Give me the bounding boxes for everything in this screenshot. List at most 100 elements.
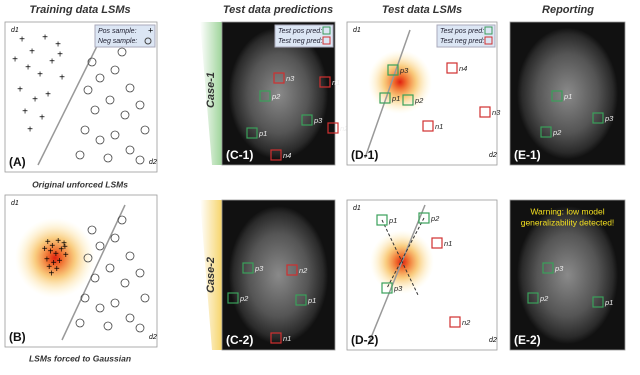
negative-sample — [125, 83, 135, 93]
prediction-box — [551, 90, 563, 102]
warning-text: generalizability detected! — [521, 217, 615, 227]
box-label: n1 — [283, 334, 291, 343]
box-label: n1 — [435, 122, 443, 131]
gaussian-glow — [15, 218, 95, 298]
negative-sample — [103, 321, 113, 331]
panel-label: (E-1) — [514, 148, 541, 162]
case-bar — [200, 200, 222, 350]
box-label: p1 — [307, 296, 316, 305]
box-label: p1 — [563, 92, 572, 101]
positive-sample: + — [48, 268, 54, 279]
axis-label: d2 — [149, 334, 157, 341]
positive-sample: + — [45, 237, 51, 248]
caption: LSMs forced to Gaussian — [29, 353, 131, 363]
prediction-box — [402, 94, 414, 106]
brain-image — [516, 206, 619, 344]
positive-sample: + — [63, 250, 69, 261]
negative-sample — [120, 278, 130, 288]
prediction-box — [327, 122, 339, 134]
positive-sample: + — [22, 107, 28, 118]
prediction-box — [379, 92, 391, 104]
positive-sample: + — [53, 249, 59, 260]
negative-sample — [125, 145, 135, 155]
box-label: p3 — [254, 264, 264, 273]
negative-sample — [110, 233, 120, 243]
prediction-box — [246, 127, 258, 139]
legend-box — [94, 24, 156, 48]
positive-sample: + — [29, 47, 35, 58]
prediction-box — [540, 126, 552, 138]
prediction-box — [376, 214, 388, 226]
column-title: Test data LSMs — [382, 4, 462, 16]
negative-sample — [83, 253, 93, 263]
axis-label: d2 — [489, 152, 497, 159]
negative-sample — [135, 100, 145, 110]
case-label: Case-1 — [205, 72, 217, 108]
negative-sample — [95, 303, 105, 313]
negative-sample — [117, 47, 127, 57]
axis-label: d1 — [353, 205, 361, 212]
legend-symbol — [484, 26, 493, 35]
negative-sample — [135, 268, 145, 278]
positive-sample: + — [42, 33, 48, 44]
box-label: p3 — [554, 264, 564, 273]
legend-box — [436, 24, 496, 48]
prediction-box — [527, 292, 539, 304]
negative-sample — [140, 125, 150, 135]
box-label: n1 — [444, 239, 452, 248]
prediction-box — [479, 106, 491, 118]
legend-symbol — [322, 26, 331, 35]
box-label: n2 — [462, 318, 471, 327]
legend-symbol: + — [148, 25, 153, 35]
box-label: n1 — [332, 78, 340, 87]
negative-sample — [120, 110, 130, 120]
panel-label: (D-2) — [351, 333, 378, 347]
negative-sample — [110, 130, 120, 140]
positive-sample: + — [51, 258, 57, 269]
positive-sample: + — [37, 70, 43, 81]
positive-sample: + — [48, 247, 54, 258]
negative-sample — [75, 318, 85, 328]
prediction-box — [227, 292, 239, 304]
negative-sample — [95, 241, 105, 251]
prediction-box — [422, 120, 434, 132]
axis-label: d1 — [353, 27, 361, 34]
column-title: Test data predictions — [223, 4, 333, 16]
negative-sample — [95, 73, 105, 83]
positive-sample: + — [44, 254, 50, 265]
negative-sample — [135, 323, 145, 333]
negative-sample — [90, 105, 100, 115]
brain-image — [228, 27, 329, 160]
box-label: p3 — [604, 114, 614, 123]
positive-sample: + — [55, 40, 61, 51]
positive-sample: + — [58, 245, 64, 256]
box-label: p2 — [271, 92, 281, 101]
box-label: p2 — [414, 96, 424, 105]
box-label: p1 — [391, 94, 400, 103]
column-title: Reporting — [542, 4, 594, 16]
legend-box — [274, 24, 334, 48]
brain-image — [516, 27, 619, 160]
dashed-link — [381, 219, 419, 296]
panel-label: (D-1) — [351, 148, 378, 162]
negative-sample — [80, 125, 90, 135]
positive-sample: + — [49, 241, 55, 252]
prediction-box — [259, 90, 271, 102]
axis-label: d2 — [149, 159, 157, 166]
negative-sample — [75, 150, 85, 160]
prediction-box — [295, 294, 307, 306]
box-label: p1 — [604, 298, 613, 307]
positive-sample: + — [46, 262, 52, 273]
prediction-box — [286, 264, 298, 276]
positive-sample: + — [55, 236, 61, 247]
positive-sample: + — [54, 264, 60, 275]
prediction-box — [273, 72, 285, 84]
negative-sample — [90, 273, 100, 283]
negative-sample — [83, 85, 93, 95]
panel-label: (C-1) — [226, 148, 253, 162]
box-label: n4 — [283, 151, 291, 160]
column-title: Training data LSMs — [29, 4, 130, 16]
legend-label: Neg sample: — [98, 38, 137, 45]
axis-label: d1 — [11, 27, 19, 34]
